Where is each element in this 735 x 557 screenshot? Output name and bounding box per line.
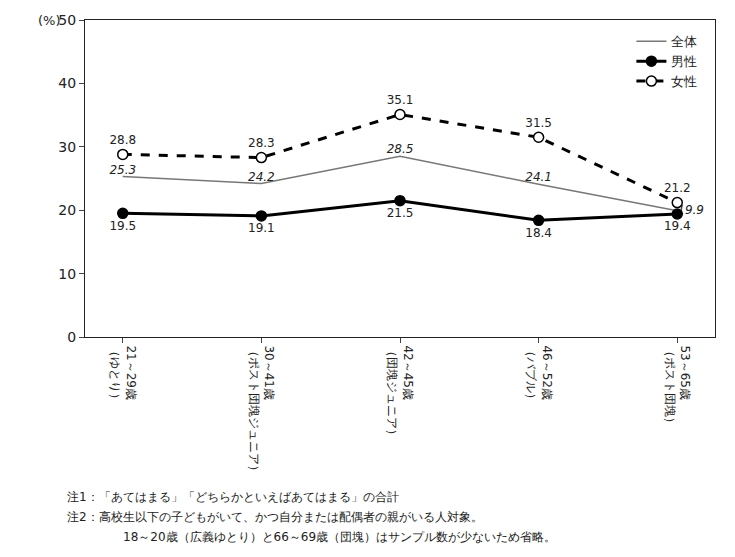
svg-text:50: 50 [58, 12, 76, 28]
svg-text:全体: 全体 [671, 34, 697, 49]
svg-text:男性: 男性 [671, 54, 697, 69]
svg-text:18.4: 18.4 [525, 226, 552, 240]
svg-text:19.4: 19.4 [664, 219, 691, 233]
svg-text:30: 30 [58, 139, 76, 155]
svg-text:25.3: 25.3 [109, 163, 136, 177]
svg-text:19.9: 19.9 [677, 203, 704, 217]
svg-text:24.1: 24.1 [525, 170, 552, 184]
svg-text:19.1: 19.1 [248, 221, 275, 235]
svg-text:30～41歳（ポスト団塊ジュニア）: 30～41歳（ポスト団塊ジュニア） [247, 345, 277, 477]
svg-text:46～52歳（バブル）: 46～52歳（バブル） [524, 345, 554, 405]
svg-text:10: 10 [58, 266, 76, 282]
svg-text:35.1: 35.1 [387, 93, 414, 107]
svg-text:18～20歳（広義ゆとり）と66～69歳（団塊）はサンプル数: 18～20歳（広義ゆとり）と66～69歳（団塊）はサンプル数が少ないため省略。 [123, 530, 556, 544]
svg-text:注2：高校生以下の子どもがいて、かつ自分または配偶者の親がい: 注2：高校生以下の子どもがいて、かつ自分または配偶者の親がいる人対象。 [67, 510, 483, 524]
svg-text:0: 0 [67, 329, 76, 345]
svg-text:28.5: 28.5 [387, 142, 414, 156]
svg-text:24.2: 24.2 [248, 170, 275, 184]
svg-text:21.5: 21.5 [387, 206, 414, 220]
svg-text:21.2: 21.2 [664, 181, 691, 195]
svg-text:注1：「あてはまる」「どちらかといえばあてはまる」の合計: 注1：「あてはまる」「どちらかといえばあてはまる」の合計 [67, 490, 399, 504]
svg-text:(%): (%) [38, 13, 61, 28]
svg-text:女性: 女性 [671, 74, 697, 89]
svg-text:40: 40 [58, 75, 76, 91]
svg-text:53～65歳（ポスト団塊）: 53～65歳（ポスト団塊） [663, 345, 693, 429]
svg-text:42～45歳（団塊ジュニア）: 42～45歳（団塊ジュニア） [385, 345, 415, 441]
svg-text:20: 20 [58, 202, 76, 218]
svg-text:28.3: 28.3 [248, 136, 275, 150]
svg-text:28.8: 28.8 [109, 133, 136, 147]
svg-text:19.5: 19.5 [109, 219, 136, 233]
svg-text:21～29歳（ゆとり）: 21～29歳（ゆとり） [108, 345, 138, 405]
svg-text:31.5: 31.5 [525, 116, 552, 130]
